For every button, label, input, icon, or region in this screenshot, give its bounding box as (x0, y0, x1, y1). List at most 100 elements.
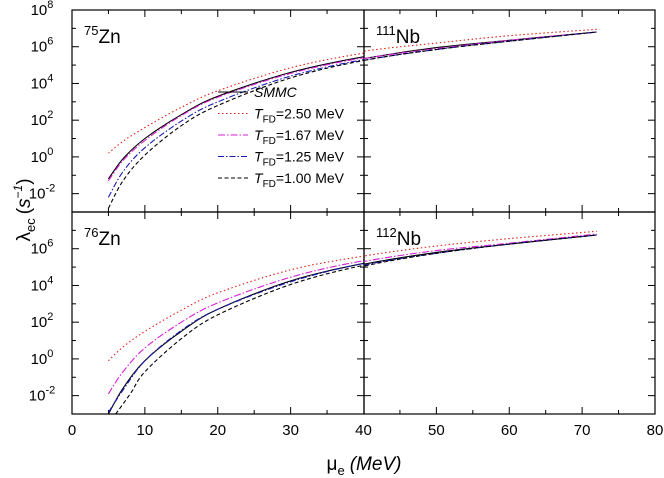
panel-label: 75Zn (84, 23, 121, 48)
legend-suffix: =2.50 MeV (276, 106, 345, 122)
panel-nb-111: 111Nb (363, 9, 656, 213)
legend-suffix: =1.67 MeV (276, 127, 345, 143)
series-line-t167 (107, 57, 364, 182)
y-tick-base: 10 (31, 39, 48, 56)
y-tick-base: 10 (31, 314, 48, 331)
panel-label: 112Nb (376, 225, 421, 250)
panel-label-element: Zn (98, 229, 120, 250)
y-tick-label: 102 (31, 311, 54, 331)
y-tick-label: 10-2 (29, 183, 55, 203)
series-line-t100 (364, 31, 597, 61)
y-tick-exp: 0 (47, 146, 53, 158)
series-group (364, 230, 597, 267)
y-tick-label: 102 (31, 109, 54, 129)
series-line-t167 (364, 31, 597, 60)
y-tick-label: 106 (31, 238, 54, 258)
panel-label-element: Nb (397, 229, 421, 250)
series-line-smmc (107, 262, 364, 414)
y-tick-base: 10 (31, 351, 48, 368)
y-tick-exp: 4 (47, 72, 53, 84)
y-axis-unit-base: s (14, 198, 35, 208)
y-tick-base: 10 (31, 75, 48, 92)
legend-sub: FD (263, 115, 276, 126)
panel-label-mass: 75 (84, 23, 98, 38)
panel-label-mass: 76 (84, 225, 98, 240)
series-line-t100 (115, 264, 364, 414)
y-tick-exp: 8 (47, 0, 53, 11)
series-line-smmc (364, 31, 597, 60)
x-tick-label: 0 (68, 422, 76, 439)
series-line-smmc (107, 56, 364, 180)
y-tick-exp: -2 (45, 385, 55, 397)
legend-prefix: T (254, 127, 264, 143)
legend-text: SMMC (254, 84, 298, 100)
y-tick-exp: 6 (47, 36, 53, 48)
y-tick-label: 104 (31, 72, 54, 92)
x-axis-unit: (MeV) (350, 454, 402, 475)
y-tick-exp: 2 (47, 109, 53, 121)
y-tick-base: 10 (31, 241, 48, 258)
series-line-t250 (108, 255, 364, 362)
series-group (364, 28, 597, 61)
legend-label-t250: TFD=2.50 MeV (254, 106, 345, 126)
legend-prefix: T (254, 106, 264, 122)
y-tick-base: 10 (31, 2, 48, 19)
y-tick-label: 100 (31, 146, 54, 166)
legend-prefix: T (254, 149, 264, 165)
series-line-t250 (108, 52, 364, 154)
legend-label-t100: TFD=1.00 MeV (254, 170, 345, 190)
y-tick-label: 106 (31, 36, 54, 56)
x-axis-subscript: e (337, 463, 344, 478)
panel-label-mass: 111 (376, 23, 396, 38)
y-tick-label: 108 (31, 0, 54, 19)
x-axis-title: μe (MeV) (327, 454, 402, 478)
y-tick-exp: 6 (47, 238, 53, 250)
y-axis-unit-open: ( (14, 207, 35, 214)
y-tick-exp: 4 (47, 274, 53, 286)
y-axis-unit-exp: −1 (11, 185, 25, 199)
y-tick-base: 10 (29, 388, 46, 405)
x-tick-label: 50 (428, 422, 445, 439)
legend-sub: FD (263, 179, 276, 190)
panel-label-element: Zn (98, 27, 120, 48)
panel-nb-112: 112Nb (363, 211, 656, 415)
legend-label-t167: TFD=1.67 MeV (254, 127, 345, 147)
y-axis-symbol: λ (14, 232, 35, 242)
panel-label: 76Zn (84, 225, 121, 250)
y-tick-exp: 2 (47, 311, 53, 323)
y-tick-base: 10 (29, 186, 46, 203)
y-axis-unit-close: ) (14, 178, 35, 184)
y-tick-label: 10-2 (29, 385, 55, 405)
y-tick-exp: -2 (45, 183, 55, 195)
series-group (107, 255, 364, 414)
panel-label-mass: 112 (376, 225, 397, 240)
x-tick-label: 80 (647, 422, 664, 439)
series-line-smmc (364, 234, 597, 265)
y-axis-subscript: ec (23, 218, 38, 232)
legend-suffix: =1.25 MeV (276, 149, 345, 165)
panel-label-element: Nb (396, 27, 420, 48)
y-tick-label: 104 (31, 274, 54, 294)
y-tick-exp: 0 (47, 348, 53, 360)
series-line-t125 (364, 31, 597, 61)
panel-label: 111Nb (376, 23, 420, 48)
x-tick-label: 70 (574, 422, 591, 439)
series-line-t125 (107, 262, 364, 413)
legend-label-t125: TFD=1.25 MeV (254, 149, 345, 169)
legend-suffix: =1.00 MeV (276, 170, 345, 186)
y-tick-base: 10 (31, 149, 48, 166)
x-tick-label: 30 (282, 422, 299, 439)
series-line-t125 (107, 58, 364, 198)
series-group (107, 52, 364, 209)
series-line-t167 (107, 260, 364, 395)
x-tick-label: 20 (209, 422, 226, 439)
x-tick-label: 60 (501, 422, 518, 439)
y-axis-title: λec (s−1) (11, 178, 38, 241)
series-line-t100 (364, 234, 597, 267)
legend-sub: FD (263, 136, 276, 147)
